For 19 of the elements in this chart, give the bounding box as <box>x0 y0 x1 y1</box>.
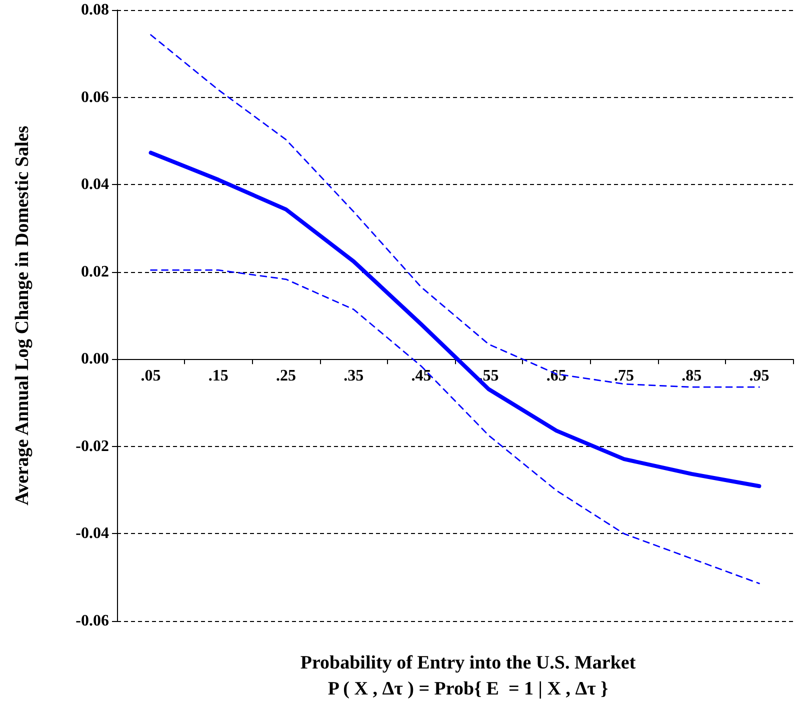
x-tick-label: .95 <box>749 368 770 385</box>
x-tick-label: .45 <box>411 368 432 385</box>
x-tick-label: .15 <box>208 368 228 385</box>
y-tick-label: 0.00 <box>81 350 109 368</box>
y-tick-label: -0.06 <box>76 612 109 630</box>
x-axis-title: Probability of Entry into the U.S. Market P ( X , Δτ ) = Prob{ E = 1 | X , Δτ } <box>300 652 636 700</box>
x-tick-label: .55 <box>478 368 499 385</box>
y-axis-title: Average Annual Log Change in Domestic Sales <box>12 126 33 506</box>
x-tick-label: .25 <box>276 368 296 385</box>
x-tick-label: .35 <box>344 368 364 385</box>
y-tick-label: 0.04 <box>81 176 109 194</box>
y-tick-label: 0.06 <box>81 88 109 106</box>
x-tick-label: .05 <box>140 368 161 385</box>
y-tick-label: -0.04 <box>76 525 109 542</box>
x-tick-label: .85 <box>682 368 702 385</box>
y-tick-label: 0.02 <box>81 263 109 280</box>
y-tick-label: 0.08 <box>81 2 109 18</box>
y-tick-label: -0.02 <box>76 438 109 455</box>
x-tick-label: .75 <box>614 368 634 385</box>
